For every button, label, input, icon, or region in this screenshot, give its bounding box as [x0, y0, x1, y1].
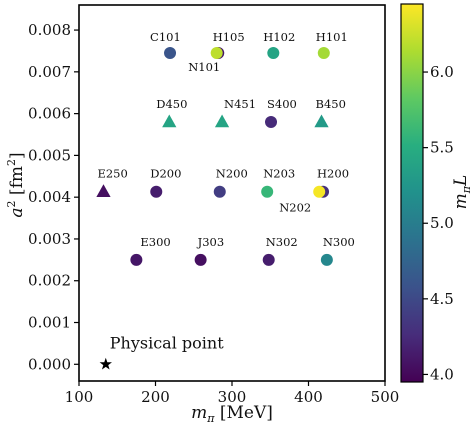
colorbar-tick-label: 5.5: [430, 139, 454, 157]
point-c101: [164, 47, 177, 60]
colorbar-tick-label: 4.0: [430, 365, 454, 383]
plot-frame: [78, 4, 386, 382]
point-j303: [194, 253, 207, 266]
x-tick-label: 100: [65, 388, 94, 406]
y-tick-label: 0.002: [28, 272, 71, 290]
label-n451: N451: [224, 97, 256, 111]
label-physical-point: Physical point: [110, 333, 224, 352]
point-s400: [265, 115, 278, 128]
label-j303: J303: [197, 235, 225, 249]
colorbar-tick-label: 5.0: [430, 214, 454, 232]
y-tick-label: 0.004: [28, 188, 71, 206]
label-d450: D450: [156, 97, 187, 111]
colorbar-title: mπL: [451, 175, 473, 210]
label-s400: S400: [267, 97, 297, 111]
point-n300: [320, 253, 333, 266]
label-b450: B450: [316, 97, 346, 111]
point-h101: [317, 47, 330, 60]
point-n451: [214, 114, 230, 128]
point-e250: [96, 184, 111, 197]
x-axis: 100 200 300 400 500: [65, 381, 400, 406]
colorbar: [400, 3, 424, 383]
label-n302: N302: [266, 235, 298, 249]
label-h102: H102: [263, 30, 295, 44]
point-n302: [262, 253, 275, 266]
point-b450: [314, 114, 329, 128]
data-points: [96, 47, 333, 370]
y-tick-label: 0.001: [28, 314, 71, 332]
point-n203: [261, 185, 274, 198]
x-tick-label: 400: [294, 388, 323, 406]
x-tick-label: 500: [371, 388, 400, 406]
label-h200: H200: [317, 167, 349, 181]
x-axis-title: mπ [MeV]: [191, 403, 273, 425]
point-e300: [130, 253, 143, 266]
colorbar-tick-label: 4.5: [430, 290, 454, 308]
y-tick-label: 0.005: [28, 146, 71, 164]
colorbar-tick-label: 6.0: [430, 63, 454, 81]
label-h105: H105: [213, 30, 245, 44]
point-physical-point: [99, 357, 112, 370]
y-tick-label: 0.006: [28, 105, 71, 123]
point-labels: N101 C101 H105 H102 H101 D450 N451 S400 B450 E250…: [97, 30, 354, 352]
y-tick-label: 0.007: [28, 63, 71, 81]
point-h102: [267, 47, 280, 60]
label-n300: N300: [323, 235, 355, 249]
colorbar-ticks: 4.0 4.5 5.0 5.5 6.0: [423, 63, 454, 383]
label-c101: C101: [150, 30, 181, 44]
y-tick-label: 0.003: [28, 230, 71, 248]
point-n200: [213, 185, 226, 198]
label-d200: D200: [150, 167, 181, 181]
x-tick-label: 200: [141, 388, 170, 406]
point-h105: [210, 47, 223, 60]
label-e300: E300: [140, 235, 170, 249]
label-n203: N203: [263, 167, 295, 181]
label-n200: N200: [216, 167, 248, 181]
label-e250: E250: [97, 167, 127, 181]
y-tick-label: 0.008: [28, 21, 71, 39]
point-n202: [313, 185, 326, 198]
y-axis-title: a2 [fm2]: [5, 152, 27, 217]
x-tick-label: 300: [218, 388, 247, 406]
plot-area: [78, 4, 386, 382]
point-d450: [162, 114, 177, 128]
point-d200: [150, 185, 163, 198]
label-h101: H101: [316, 30, 348, 44]
y-axis: 0.000 0.001 0.002 0.003 0.004 0.005 0.006 0.007…: [28, 21, 79, 373]
y-tick-label: 0.000: [28, 355, 71, 373]
colorbar-gradient: [400, 3, 424, 383]
label-n101: N101: [188, 60, 220, 74]
label-n202: N202: [279, 201, 311, 215]
